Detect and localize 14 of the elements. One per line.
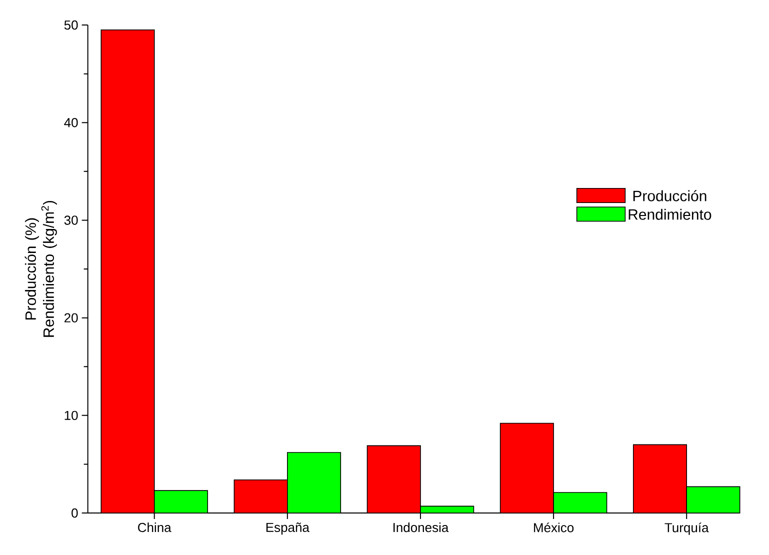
y-tick-label: 0 [72, 508, 78, 518]
y-tick-label: 10 [64, 410, 78, 420]
legend-label: Producción [633, 190, 706, 202]
x-tick-label: México [534, 522, 574, 532]
x-tick-label: Indonesia [393, 522, 449, 532]
y-tick-label: 30 [64, 216, 78, 225]
legend-label: Rendimiento [628, 208, 712, 220]
y-tick-label: 20 [64, 313, 78, 322]
y-tick-label: 40 [64, 118, 78, 128]
y-tick-label: 50 [64, 20, 78, 30]
x-tick-label: Turquía [664, 522, 709, 535]
x-tick-label: España [266, 522, 310, 535]
x-tick-label: China [138, 522, 172, 532]
y-axis-title: Producción (%) Rendimiento (kg/m$^{2}$) [24, 200, 57, 337]
